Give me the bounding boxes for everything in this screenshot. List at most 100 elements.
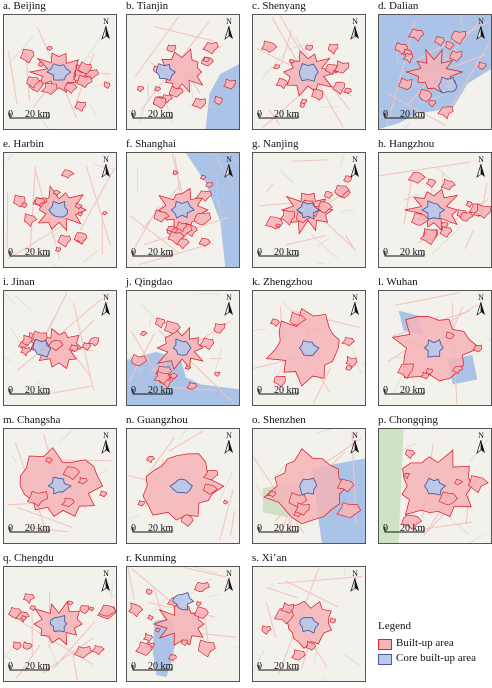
built-up-patch	[202, 56, 210, 63]
minor-road	[214, 153, 221, 161]
built-up-patch	[472, 344, 483, 353]
city-map: N 0 20 km	[3, 428, 117, 544]
scale-zero-label: 0	[131, 247, 136, 258]
road	[7, 223, 66, 260]
panel-title: n. Guangzhou	[126, 414, 188, 426]
built-up-patch	[299, 102, 306, 108]
minor-road	[82, 249, 99, 263]
core-built-up-area	[155, 63, 176, 82]
map-panel: l. Wuhan N 0 20 km	[378, 276, 492, 406]
minor-road	[468, 534, 485, 543]
road	[450, 43, 490, 106]
core-swatch	[378, 654, 392, 665]
minor-road	[447, 166, 449, 173]
built-up-patch	[52, 189, 62, 197]
road	[51, 385, 92, 394]
built-up-patch	[180, 639, 189, 646]
minor-road	[171, 28, 174, 33]
built-up-patch	[12, 641, 22, 651]
sea-area	[185, 153, 239, 267]
north-arrow-icon	[101, 302, 110, 316]
city-map: N 0 20 km	[126, 428, 240, 544]
scale-zero-label: 0	[257, 661, 262, 672]
built-up-patch	[223, 78, 236, 90]
panel-title: s. Xi’an	[252, 552, 287, 564]
panel-title: l. Wuhan	[378, 276, 418, 288]
minor-road	[216, 159, 234, 187]
scale-distance-label: 20 km	[25, 385, 51, 396]
built-up-patch	[343, 175, 353, 183]
north-arrow-icon	[224, 26, 233, 40]
scale-line	[258, 665, 299, 671]
built-up-patch	[98, 604, 116, 617]
built-up-patch	[199, 175, 207, 181]
panel-title: d. Dalian	[378, 0, 419, 12]
core-built-up-area	[170, 200, 196, 219]
road	[266, 586, 298, 599]
scale-bar: 0 20 km	[131, 386, 176, 401]
built-up-patch	[99, 490, 108, 498]
scale-line	[258, 113, 299, 119]
map-svg	[379, 291, 491, 405]
built-up-patch	[168, 654, 177, 662]
scale-line	[9, 113, 50, 119]
road	[262, 94, 300, 129]
built-up-patch	[325, 64, 338, 76]
built-up-patch	[437, 106, 454, 120]
built-up-patch	[175, 221, 187, 233]
road	[85, 164, 111, 246]
minor-road	[395, 387, 424, 395]
built-up-patch	[403, 472, 410, 480]
scale-bar: 0 20 km	[131, 524, 176, 539]
minor-road	[289, 114, 303, 118]
minor-road	[280, 170, 295, 184]
scale-bar: 0 20 km	[383, 110, 428, 125]
built-up-patch	[20, 615, 27, 621]
built-up-patch	[48, 340, 64, 351]
scale-zero-label: 0	[131, 661, 136, 672]
built-up-patch	[454, 478, 464, 485]
built-up-patch	[168, 85, 184, 98]
north-label: N	[478, 155, 484, 164]
map-panel: h. Hangzhou N 0 20 km	[378, 138, 492, 268]
panel-title: a. Beijing	[3, 0, 46, 12]
built-up-patch	[7, 606, 23, 619]
scale-zero-label: 0	[383, 523, 388, 534]
legend-title: Legend	[378, 620, 411, 632]
core-built-up-area	[49, 614, 68, 633]
scale-bar: 0 20 km	[8, 110, 53, 125]
core-built-up-area	[47, 476, 72, 495]
built-up-patch	[329, 617, 336, 624]
built-up-patch	[153, 96, 167, 109]
scale-bar: 0 20 km	[383, 523, 428, 539]
minor-road	[4, 292, 17, 306]
minor-road	[253, 328, 267, 332]
minor-road	[192, 567, 218, 574]
road	[153, 25, 214, 42]
north-label: N	[226, 17, 232, 26]
city-map: N 0 20 km	[126, 290, 240, 406]
built-up-patch	[74, 100, 86, 112]
built-up-patch	[195, 190, 213, 202]
north-label: N	[478, 17, 484, 26]
built-up-patch	[203, 470, 219, 481]
core-built-up-area	[46, 63, 72, 81]
minor-road	[138, 97, 149, 123]
road	[142, 182, 183, 229]
built-up-patch	[34, 196, 46, 206]
city-map: N 0 20 km	[252, 14, 366, 130]
city-map: N 0 20 km	[3, 290, 117, 406]
minor-road	[10, 36, 33, 62]
built-up-patch	[137, 499, 145, 507]
minor-road	[232, 159, 239, 163]
built-up-patch	[289, 58, 296, 64]
scale-line	[384, 527, 425, 533]
built-up-patch	[397, 363, 415, 380]
north-arrow-icon	[476, 164, 485, 178]
scale-line	[132, 251, 173, 257]
north-label: N	[352, 17, 358, 26]
map-svg	[127, 15, 239, 129]
built-up-patch	[407, 171, 426, 184]
minor-road	[253, 650, 265, 673]
minor-road	[45, 316, 55, 334]
